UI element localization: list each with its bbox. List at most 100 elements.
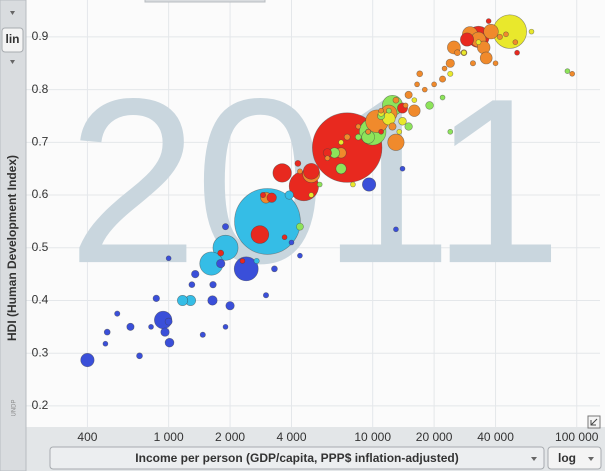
x-label-arrow	[531, 457, 537, 461]
bubble	[461, 49, 467, 56]
x-tick-label: 40 000	[477, 430, 514, 444]
bubble	[114, 310, 121, 317]
bubble	[378, 128, 384, 135]
x-scale-button[interactable]	[547, 446, 602, 470]
bubble	[207, 295, 218, 306]
bubble	[239, 258, 246, 264]
x-tick-label: 1 000	[154, 430, 184, 444]
bubble	[399, 165, 406, 172]
bubble	[362, 177, 377, 192]
bubble	[324, 155, 331, 161]
plot-area	[26, 0, 605, 427]
y-scale-label: lin	[6, 32, 20, 46]
bubble	[164, 317, 173, 326]
bubble	[441, 65, 448, 72]
bubble	[475, 39, 482, 45]
y-tick-label: 0.8	[32, 82, 49, 96]
bubble	[431, 81, 437, 88]
bubble	[439, 75, 447, 83]
bubble	[447, 70, 454, 77]
bubble	[528, 28, 535, 35]
bubble	[165, 255, 172, 262]
x-label-button[interactable]	[49, 446, 545, 470]
expand-arrow	[590, 418, 598, 426]
y-tick-label: 0.3	[32, 345, 49, 359]
y-tick-label: 0.5	[32, 240, 49, 254]
bubble	[411, 97, 418, 103]
bubble	[225, 301, 235, 311]
bubble	[387, 133, 405, 151]
bubble	[402, 102, 409, 109]
bubble	[272, 163, 292, 183]
y-menu-arrow[interactable]	[10, 11, 15, 15]
bubble	[365, 128, 371, 135]
bubble	[288, 239, 295, 246]
ticks: 400 1 000 2 000 4 000 10 000 20 000 40 000 100 …	[32, 29, 599, 444]
x-tick-label: 10 000	[354, 430, 391, 444]
bubble	[263, 292, 269, 299]
bubble	[297, 252, 303, 259]
y-label-arrow[interactable]	[10, 60, 15, 64]
bubble	[253, 257, 260, 264]
bubble	[191, 270, 200, 279]
bubble	[393, 226, 399, 233]
bubble	[514, 49, 520, 56]
bubble	[386, 107, 392, 114]
bubble	[216, 259, 226, 269]
bubble	[294, 160, 302, 167]
bubble	[160, 327, 170, 337]
top-tab[interactable]	[144, 0, 266, 3]
x-scale-arrow	[588, 457, 594, 461]
y-tick-label: 0.7	[32, 135, 49, 149]
bubble	[479, 51, 493, 65]
bubble	[496, 33, 503, 40]
bubble	[416, 70, 424, 78]
x-tick-label: 2 000	[215, 430, 245, 444]
bubble	[425, 101, 434, 110]
bubble	[222, 324, 229, 330]
y-scale-button[interactable]	[1, 27, 24, 53]
bubble	[447, 128, 454, 135]
bubble	[396, 128, 403, 135]
bubble	[103, 328, 111, 336]
bubble	[404, 90, 413, 99]
bubble	[355, 123, 362, 130]
bubble	[199, 331, 206, 338]
bubble	[177, 294, 189, 306]
bubble	[503, 31, 509, 38]
y-axis-label[interactable]: HDI (Human Development Index)	[5, 155, 19, 341]
bubble	[454, 49, 461, 57]
bubble	[126, 322, 135, 331]
bubble	[354, 133, 362, 141]
bubble	[350, 181, 356, 188]
bubble	[404, 122, 413, 131]
bubbles	[80, 14, 576, 368]
bubble	[569, 71, 576, 77]
y-tick-label: 0.4	[32, 293, 49, 307]
bubble	[388, 122, 397, 131]
bubble	[378, 107, 384, 114]
bubble	[338, 139, 344, 146]
bubble	[439, 94, 446, 101]
bubble	[335, 163, 347, 175]
bubble	[209, 281, 217, 289]
bubble	[483, 23, 499, 40]
bubble	[250, 225, 270, 244]
bubble	[266, 192, 277, 203]
bubble	[102, 340, 109, 347]
bubble	[408, 104, 421, 117]
x-tick-label: 4 000	[276, 430, 306, 444]
bubble	[281, 234, 288, 241]
bubble	[485, 18, 492, 24]
x-axis-label: Income per person (GDP/capita, PPP$ infl…	[135, 451, 458, 465]
bubble	[136, 352, 143, 360]
bubble	[164, 337, 175, 348]
x-tick-label: 100 000	[555, 430, 599, 444]
bubble	[148, 324, 154, 330]
bubble	[392, 96, 400, 104]
x-tick-label: 400	[77, 430, 97, 444]
bubble	[271, 265, 278, 273]
y-tick-label: 0.9	[32, 29, 49, 43]
bubble	[308, 192, 315, 198]
